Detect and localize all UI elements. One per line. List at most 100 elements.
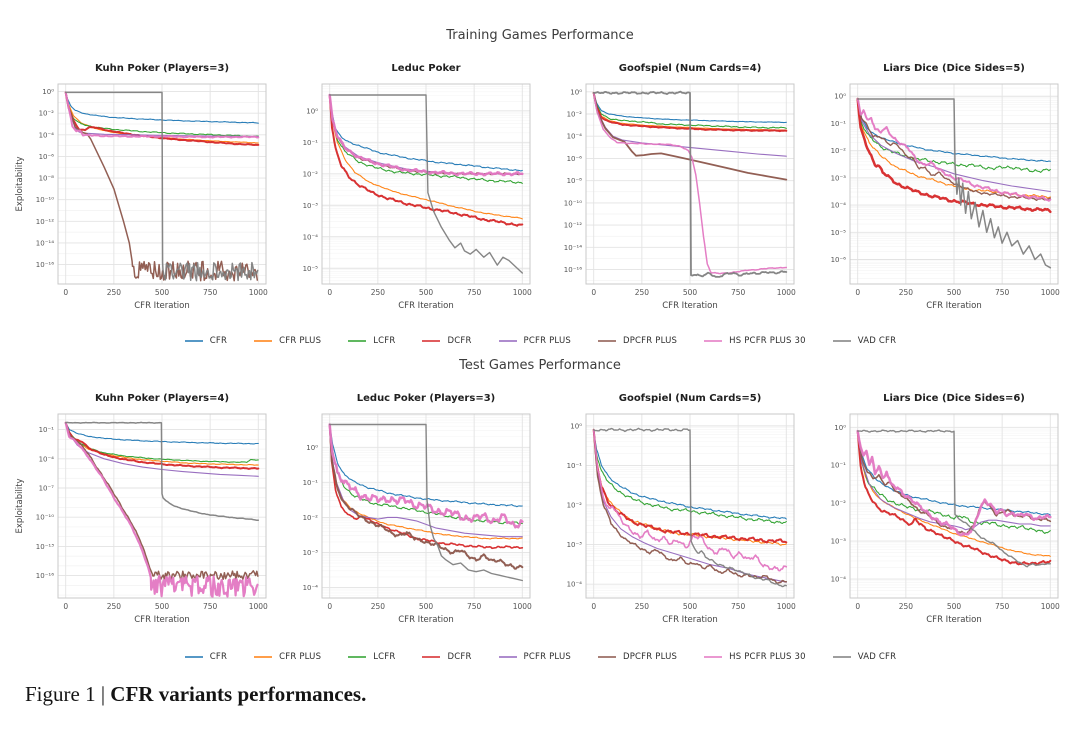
legend-item-dpcfr-plus: DPCFR PLUS <box>597 336 677 346</box>
y-tick-label: 10⁻¹ <box>567 462 583 470</box>
legend-item-lcfr: LCFR <box>347 336 395 346</box>
y-tick-label: 10⁻⁵ <box>831 229 847 237</box>
legend-item-dpcfr-plus: DPCFR PLUS <box>597 652 677 662</box>
legend-item-cfr-plus: CFR PLUS <box>253 652 321 662</box>
x-axis-label: CFR Iteration <box>926 615 982 625</box>
y-tick-label: 10⁻⁴ <box>831 576 847 584</box>
y-tick-label: 10⁻³ <box>831 538 847 546</box>
x-tick-label: 750 <box>467 602 482 611</box>
series-line-dpcfr-plus <box>328 423 524 570</box>
x-tick-label: 250 <box>635 288 650 297</box>
legend-training: CFR CFR PLUS LCFR DCFR PCFR PLUS DPCFR PLUS HS… <box>0 336 1080 346</box>
training-charts-row: 10⁰ 10⁻² 10⁻⁴ 10⁻⁶ 10⁻⁸ 10⁻¹⁰ 10⁻¹² 10⁻¹⁴ 10⁻¹⁶ 0… <box>12 54 1066 326</box>
legend-label: CFR <box>209 652 228 662</box>
y-tick-label: 10⁻³ <box>831 174 847 182</box>
y-axis-label: Exploitability <box>15 478 25 533</box>
legend-item-hs-pcfr-plus-30: HS PCFR PLUS 30 <box>703 336 806 346</box>
y-tick-label: 10⁻⁴ <box>303 233 319 241</box>
legend-item-hs-pcfr-plus-30: HS PCFR PLUS 30 <box>703 652 806 662</box>
y-tick-label: 10⁻⁸ <box>567 177 583 185</box>
y-tick-label: 10⁻⁶ <box>567 155 583 163</box>
legend-line-marker <box>704 656 723 658</box>
subplot-title: Kuhn Poker (Players=4) <box>95 393 229 404</box>
chart-liars-dice-dice-sides-6: 10⁰ 10⁻¹ 10⁻² 10⁻³ 10⁻⁴ 0 250 500 750 1000 Liars D… <box>831 393 1060 625</box>
y-tick-label: 10⁻² <box>303 170 319 178</box>
y-tick-label: 10⁻¹⁰ <box>36 514 54 522</box>
legend-line-marker <box>704 340 723 342</box>
x-tick-label: 750 <box>995 602 1010 611</box>
y-tick-label: 10⁻¹ <box>303 139 319 147</box>
series-line-hs-pcfr-plus-30 <box>328 423 524 529</box>
y-tick-label: 10⁻¹⁴ <box>36 239 54 247</box>
y-tick-label: 10⁻² <box>567 502 583 510</box>
y-tick-label: 10⁻¹³ <box>36 543 54 551</box>
x-tick-label: 250 <box>107 288 122 297</box>
legend-label: LCFR <box>373 336 396 346</box>
y-tick-label: 10⁰ <box>570 422 582 430</box>
x-tick-label: 750 <box>731 288 746 297</box>
x-tick-label: 500 <box>419 602 434 611</box>
x-tick-label: 0 <box>591 602 596 611</box>
series-line-hs-pcfr-plus-30 <box>856 429 1052 537</box>
series-line-vad-cfr <box>64 421 260 522</box>
legend-label: DCFR <box>447 336 472 346</box>
y-tick-label: 10⁻⁸ <box>39 175 55 183</box>
x-axis-label: CFR Iteration <box>662 615 718 625</box>
series-group <box>328 423 524 582</box>
row-title-training: Training Games Performance <box>446 28 634 43</box>
y-tick-label: 10⁻³ <box>303 549 319 557</box>
x-axis-label: CFR Iteration <box>134 301 190 311</box>
y-tick-label: 10⁰ <box>570 88 582 96</box>
x-tick-label: 750 <box>731 602 746 611</box>
legend-line-marker <box>348 340 367 342</box>
x-tick-label: 1000 <box>777 602 796 611</box>
legend-line-marker <box>184 340 203 342</box>
subplot-title: Leduc Poker (Players=3) <box>357 393 495 404</box>
x-tick-label: 1000 <box>513 602 532 611</box>
y-tick-label: 10⁻¹² <box>564 222 582 230</box>
x-tick-label: 0 <box>855 288 860 297</box>
y-tick-label: 10⁻⁴ <box>39 455 55 463</box>
series-line-dcfr <box>856 97 1052 214</box>
test-charts-row: 10⁻¹ 10⁻⁴ 10⁻⁷ 10⁻¹⁰ 10⁻¹³ 10⁻¹⁶ 0 250 500 750 100… <box>12 384 1066 640</box>
legend-item-cfr-plus: CFR PLUS <box>253 336 321 346</box>
y-tick-label: 10⁻² <box>567 111 583 119</box>
legend-line-marker <box>597 656 616 658</box>
y-tick-label: 10⁰ <box>834 424 846 432</box>
x-tick-label: 500 <box>155 288 170 297</box>
y-tick-label: 10⁻³ <box>303 202 319 210</box>
legend-line-marker <box>422 340 441 342</box>
x-tick-label: 250 <box>371 288 386 297</box>
x-tick-label: 0 <box>855 602 860 611</box>
x-tick-label: 1000 <box>777 288 796 297</box>
caption-title: CFR variants performances. <box>110 682 367 706</box>
y-tick-label: 10⁻⁶ <box>39 153 55 161</box>
series-line-cfr <box>329 423 523 508</box>
x-tick-label: 500 <box>683 288 698 297</box>
y-tick-label: 10⁻⁵ <box>303 265 319 273</box>
y-tick-label: 10⁰ <box>834 93 846 101</box>
y-tick-label: 10⁰ <box>306 107 318 115</box>
series-group <box>64 91 260 282</box>
y-tick-label: 10⁰ <box>42 88 54 96</box>
legend-label: VAD CFR <box>857 336 897 346</box>
series-line-lcfr <box>329 94 523 184</box>
series-line-dcfr <box>856 430 1052 566</box>
y-tick-label: 10⁻⁴ <box>39 131 55 139</box>
y-tick-label: 10⁻³ <box>567 541 583 549</box>
x-tick-label: 0 <box>591 288 596 297</box>
legend-line-marker <box>498 656 517 658</box>
chart-goofspiel-num-cards-4: 10⁰ 10⁻² 10⁻⁴ 10⁻⁶ 10⁻⁸ 10⁻¹⁰ 10⁻¹² 10⁻¹⁴ 10⁻¹⁶ 0… <box>564 63 796 311</box>
y-tick-label: 10⁻¹⁰ <box>564 199 582 207</box>
x-tick-label: 0 <box>63 288 68 297</box>
series-line-cfr-plus <box>329 423 523 540</box>
x-tick-label: 0 <box>327 288 332 297</box>
x-tick-label: 1000 <box>249 602 268 611</box>
legend-label: DPCFR PLUS <box>622 336 678 346</box>
legend-label: VAD CFR <box>857 652 897 662</box>
y-tick-label: 10⁻¹⁶ <box>36 572 54 580</box>
series-line-pcfr-plus <box>857 430 1051 531</box>
x-tick-label: 750 <box>995 288 1010 297</box>
legend-line-marker <box>498 340 517 342</box>
